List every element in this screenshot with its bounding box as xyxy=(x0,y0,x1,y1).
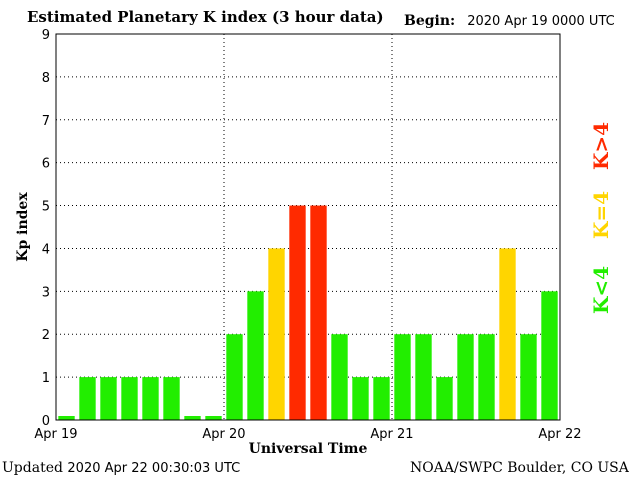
kp-bar xyxy=(289,205,306,420)
kp-bar xyxy=(520,334,537,420)
credit-text: NOAA/SWPC Boulder, CO USA xyxy=(410,460,629,476)
kp-bar xyxy=(541,291,558,420)
y-tick-label: 4 xyxy=(42,242,50,257)
y-tick-label: 6 xyxy=(42,157,50,172)
kp-bar xyxy=(205,416,222,420)
x-tick-label: Apr 20 xyxy=(202,427,245,442)
kp-bar xyxy=(310,205,327,420)
legend-item: K>4 xyxy=(589,122,613,170)
begin-value: 2020 Apr 19 0000 UTC xyxy=(467,14,615,29)
kp-bar xyxy=(142,377,159,420)
kp-bar xyxy=(436,377,453,420)
legend: K<4 K=4 K>4 xyxy=(589,122,613,314)
grid xyxy=(56,34,560,420)
y-tick-label: 7 xyxy=(42,114,50,129)
y-tick-label: 2 xyxy=(42,328,50,343)
kp-bar xyxy=(499,248,516,420)
kp-bar xyxy=(394,334,411,420)
kp-bar xyxy=(121,377,138,420)
updated-value: 2020 Apr 22 00:30:03 UTC xyxy=(67,461,241,476)
kp-bar xyxy=(163,377,180,420)
y-axis-label: Kp index xyxy=(15,192,31,262)
legend-item: K<4 xyxy=(589,266,613,314)
updated-label: Updated xyxy=(2,460,63,476)
begin-info: Begin: 2020 Apr 19 0000 UTC xyxy=(404,13,615,29)
kp-bar xyxy=(58,416,75,420)
legend-item: K=4 xyxy=(589,191,613,239)
kp-bar xyxy=(100,377,117,420)
kp-bar xyxy=(457,334,474,420)
x-tick-label: Apr 22 xyxy=(538,427,581,442)
x-axis-label: Universal Time xyxy=(249,441,368,457)
y-tick-label: 0 xyxy=(42,414,50,429)
x-tick-label: Apr 21 xyxy=(370,427,413,442)
kp-bar xyxy=(226,334,243,420)
updated-info: Updated 2020 Apr 22 00:30:03 UTC xyxy=(2,460,240,476)
y-tick-label: 3 xyxy=(42,285,50,300)
x-tick-label: Apr 19 xyxy=(34,427,77,442)
kp-bar xyxy=(184,416,201,420)
x-tick-labels: Apr 19 Apr 20 Apr 21 Apr 22 xyxy=(34,427,581,442)
begin-label: Begin: xyxy=(404,13,456,29)
y-tick-label: 9 xyxy=(42,28,50,43)
kp-bar xyxy=(415,334,432,420)
plot-frame xyxy=(55,33,561,421)
kp-bar xyxy=(373,377,390,420)
y-tick-label: 5 xyxy=(42,200,50,215)
bars xyxy=(58,205,558,420)
y-tick-label: 8 xyxy=(42,71,50,86)
kp-bar xyxy=(331,334,348,420)
chart-title: Estimated Planetary K index (3 hour data… xyxy=(27,8,384,26)
kp-bar xyxy=(478,334,495,420)
y-tick-labels: 0 1 2 3 4 5 6 7 8 9 xyxy=(42,28,50,429)
kp-bar xyxy=(79,377,96,420)
kp-bar xyxy=(352,377,369,420)
y-tick-label: 1 xyxy=(42,371,50,386)
kp-bar xyxy=(247,291,264,420)
kp-bar xyxy=(268,248,285,420)
